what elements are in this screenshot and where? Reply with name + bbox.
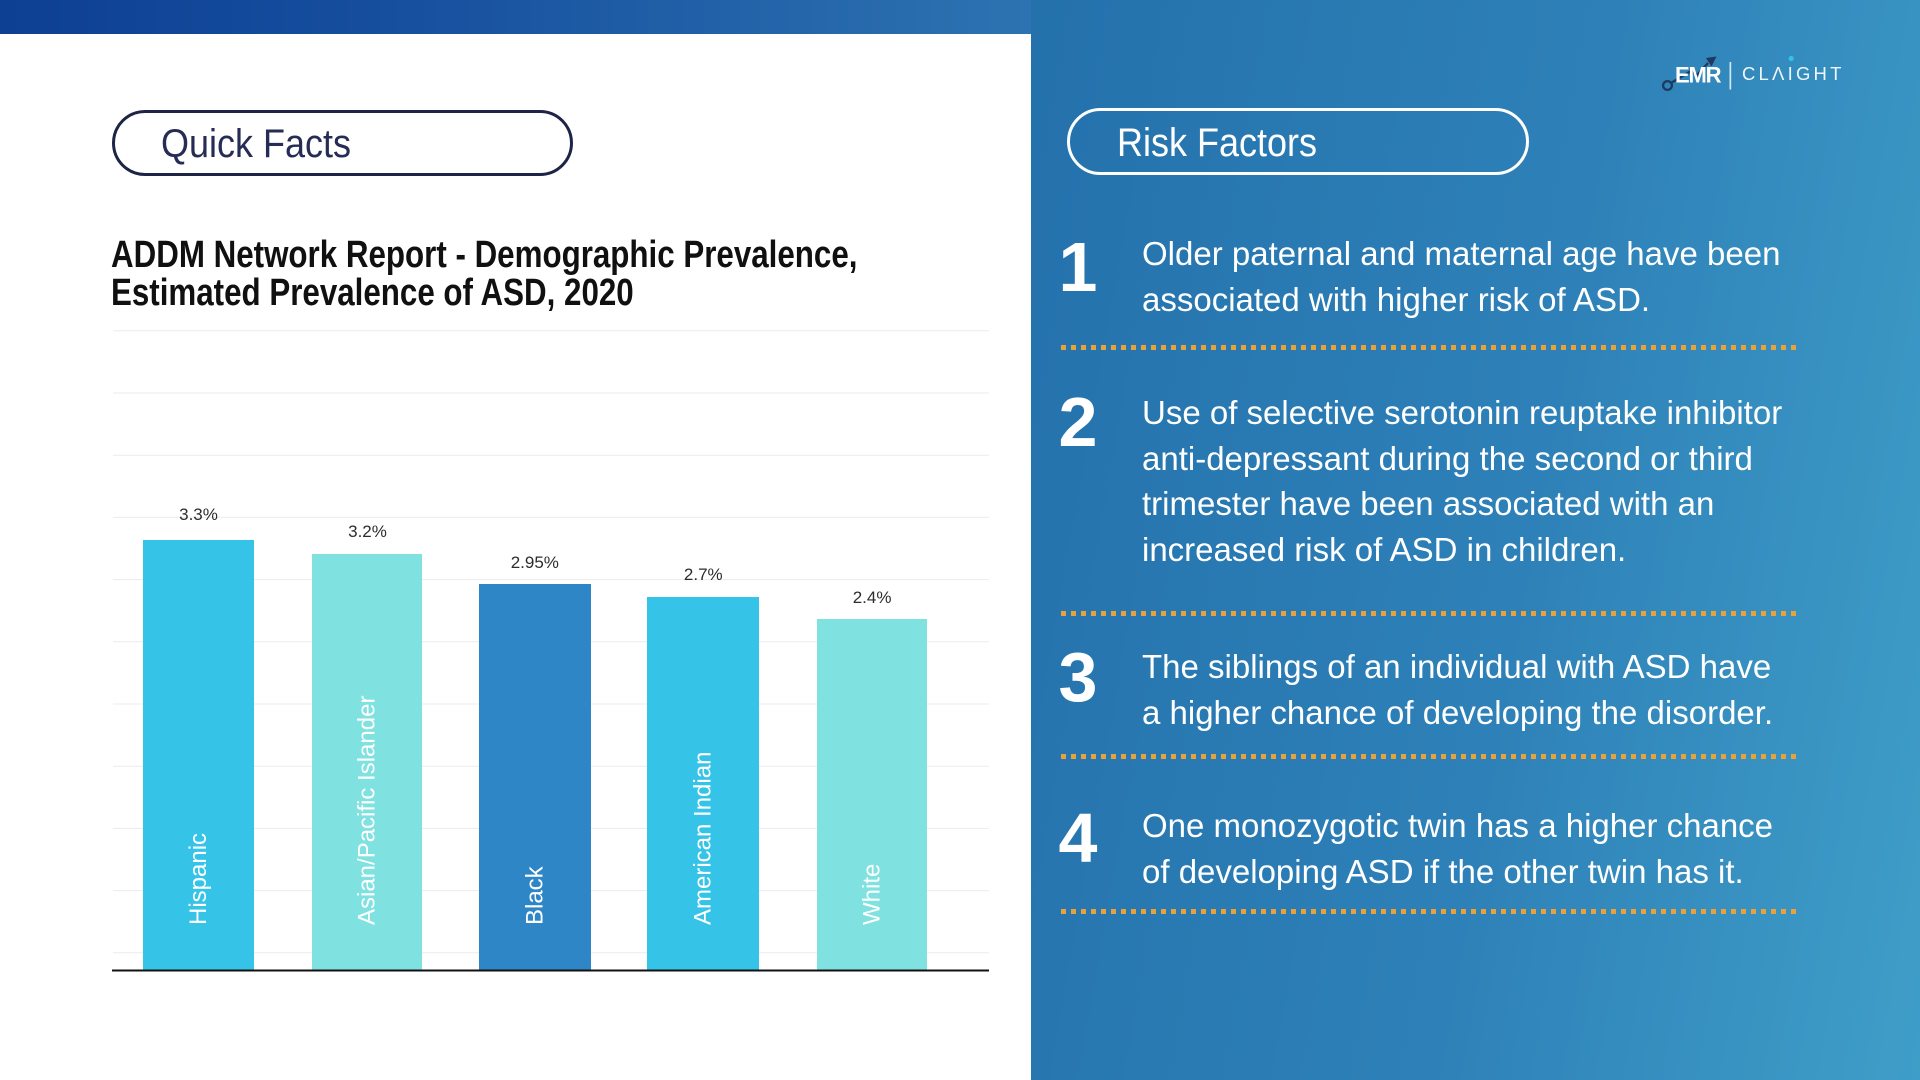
svg-text:2.4%: 2.4% [853,588,892,607]
svg-text:CLΛIGHT: CLΛIGHT [1742,63,1845,84]
svg-text:Asian/Pacific Islander: Asian/Pacific Islander [354,696,381,925]
svg-text:EMR: EMR [1675,63,1722,88]
svg-text:2.95%: 2.95% [511,553,559,572]
svg-text:Black: Black [522,865,549,925]
svg-text:3.3%: 3.3% [179,505,218,524]
svg-text:Hispanic: Hispanic [185,833,212,925]
svg-text:American Indian: American Indian [690,752,717,925]
svg-text:2.7%: 2.7% [684,565,723,584]
svg-text:White: White [859,864,886,925]
svg-text:3.2%: 3.2% [348,522,387,541]
